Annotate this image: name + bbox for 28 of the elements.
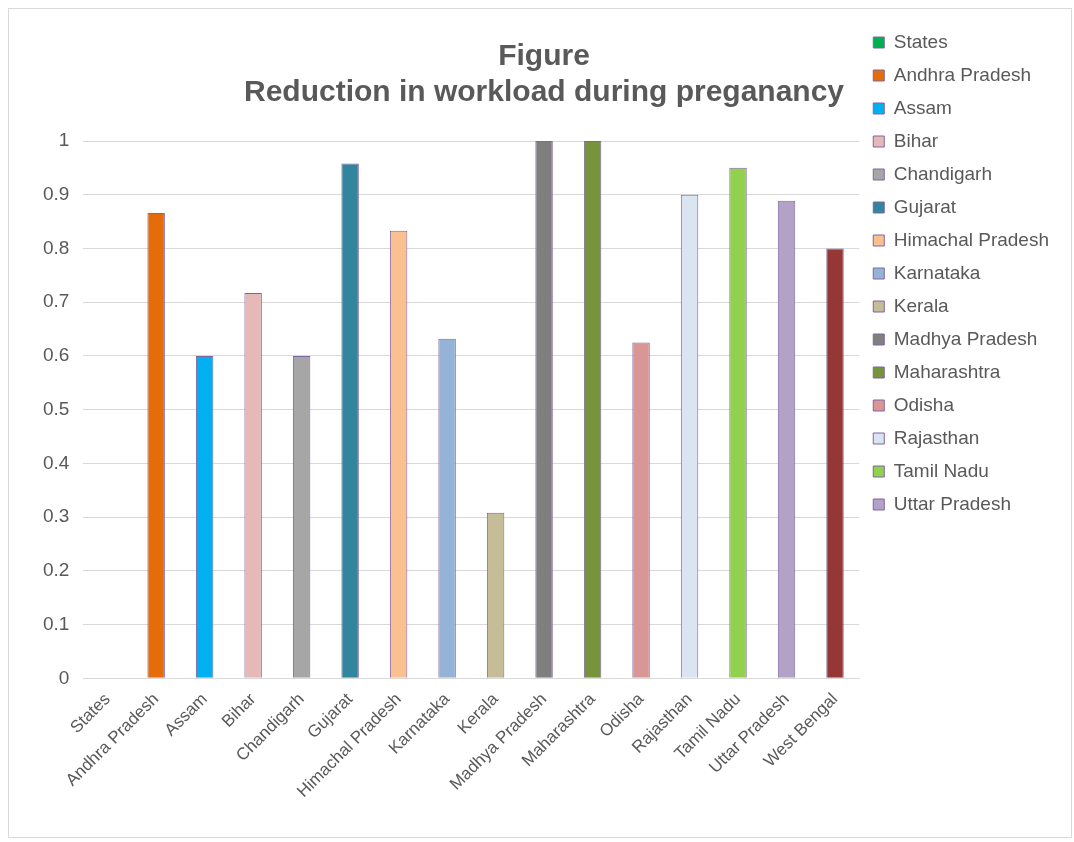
legend-label: Kerala xyxy=(893,294,950,316)
y-tick-label: 0.1 xyxy=(42,612,70,634)
legend-label: Chandigarh xyxy=(893,162,993,184)
legend-label: Andhra Pradesh xyxy=(893,63,1032,85)
y-tick-label: 0.7 xyxy=(42,290,70,312)
legend-label: Himachal Pradesh xyxy=(893,228,1050,250)
legend-label: Maharashtra xyxy=(893,360,1001,382)
y-tick-label: 0.2 xyxy=(42,559,70,581)
legend-label: Uttar Pradesh xyxy=(893,492,1011,514)
legend-label: Karnataka xyxy=(893,261,981,283)
legend-label: Madhya Pradesh xyxy=(893,327,1038,349)
y-tick-label: 0.3 xyxy=(42,505,70,527)
legend-label: States xyxy=(893,30,948,52)
chart-subtitle: Reduction in workload during preganancy xyxy=(243,74,845,108)
chart-title: Figure xyxy=(498,38,590,72)
legend-label: Tamil Nadu xyxy=(893,459,989,481)
y-tick-label: 0.6 xyxy=(42,344,70,366)
y-tick-label: 0.9 xyxy=(42,182,70,204)
y-tick-label: 1 xyxy=(58,129,70,151)
y-tick-label: 0 xyxy=(58,666,70,688)
legend-label: Odisha xyxy=(893,393,955,415)
y-tick-label: 0.4 xyxy=(42,451,70,473)
y-tick-label: 0.8 xyxy=(42,236,70,258)
y-tick-label: 0.5 xyxy=(42,397,70,419)
legend-label: Gujarat xyxy=(893,195,957,217)
legend-label: Assam xyxy=(893,96,952,118)
legend-label: Bihar xyxy=(893,129,939,151)
legend-label: Rajasthan xyxy=(893,426,980,448)
